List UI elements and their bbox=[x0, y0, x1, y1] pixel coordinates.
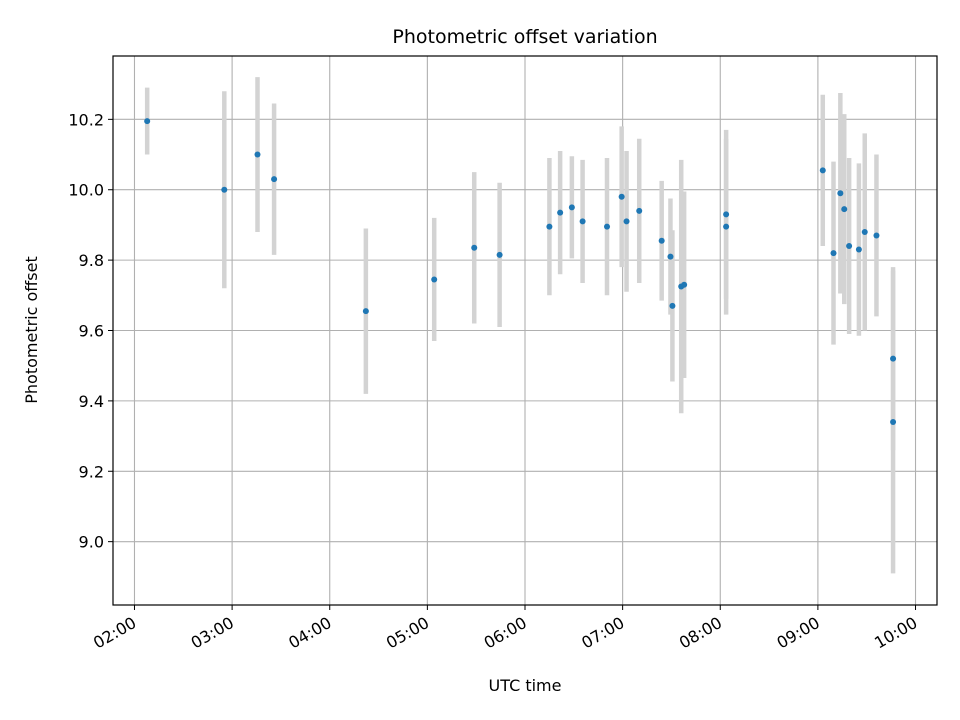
data-point bbox=[271, 176, 278, 183]
data-point bbox=[873, 232, 880, 239]
data-point bbox=[846, 243, 853, 250]
data-point bbox=[431, 276, 438, 283]
data-point bbox=[890, 355, 897, 362]
chart-title: Photometric offset variation bbox=[392, 26, 657, 48]
y-tick-label: 9.2 bbox=[79, 462, 104, 481]
data-point bbox=[830, 250, 837, 257]
data-point bbox=[841, 206, 848, 213]
data-point bbox=[681, 281, 688, 288]
x-axis-label: UTC time bbox=[489, 676, 562, 695]
data-point bbox=[471, 244, 478, 251]
data-point bbox=[837, 190, 844, 197]
data-point bbox=[254, 151, 261, 158]
data-point bbox=[557, 209, 564, 216]
data-point bbox=[362, 308, 369, 315]
data-point bbox=[221, 186, 228, 193]
y-tick-label: 10.0 bbox=[68, 181, 104, 200]
data-point bbox=[144, 118, 151, 125]
data-point bbox=[618, 193, 625, 200]
data-point bbox=[667, 253, 674, 260]
data-point bbox=[546, 223, 553, 230]
data-point bbox=[819, 167, 826, 174]
y-tick-label: 9.4 bbox=[79, 392, 104, 411]
data-point bbox=[669, 302, 676, 309]
data-point bbox=[496, 251, 503, 258]
y-axis-ticks: 9.0 9.2 9.4 9.6 9.8 10.0 10.2 bbox=[68, 110, 113, 552]
y-tick-label: 10.2 bbox=[68, 110, 104, 129]
data-point bbox=[636, 207, 643, 214]
y-tick-label: 9.0 bbox=[79, 533, 104, 552]
data-point bbox=[723, 211, 730, 218]
y-tick-label: 9.8 bbox=[79, 251, 104, 270]
y-tick-label: 9.6 bbox=[79, 322, 104, 341]
data-point bbox=[568, 204, 575, 211]
data-point bbox=[604, 223, 611, 230]
data-point bbox=[658, 237, 665, 244]
data-point bbox=[861, 228, 868, 235]
data-point bbox=[623, 218, 630, 225]
y-axis-label: Photometric offset bbox=[22, 256, 41, 404]
data-point bbox=[723, 223, 730, 230]
data-points bbox=[144, 118, 897, 425]
data-point bbox=[579, 218, 586, 225]
data-point bbox=[855, 246, 862, 253]
data-point bbox=[890, 419, 897, 425]
